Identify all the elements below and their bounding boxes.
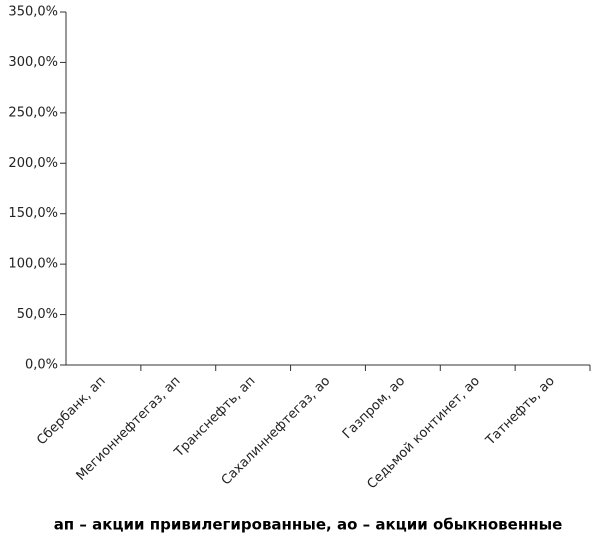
y-tick-label: 100,0%	[8, 257, 58, 272]
y-tick-label: 200,0%	[8, 156, 58, 171]
x-tick-label: Транснефть, ап	[171, 374, 258, 461]
y-tick-label: 350,0%	[8, 5, 58, 20]
x-tick-label: Татнефть, ао	[483, 374, 558, 449]
y-tick-label: 300,0%	[8, 55, 58, 70]
y-tick-label: 250,0%	[8, 105, 58, 120]
y-tick-label: 50,0%	[17, 307, 58, 322]
x-tick-label: Газпром, ао	[340, 374, 408, 442]
footnote: ап – акции привилегированные, ао – акции…	[54, 516, 563, 534]
y-tick-label: 150,0%	[8, 206, 58, 221]
y-tick-label: 0,0%	[25, 358, 58, 373]
x-tick-label: Сбербанк, ап	[34, 374, 109, 449]
